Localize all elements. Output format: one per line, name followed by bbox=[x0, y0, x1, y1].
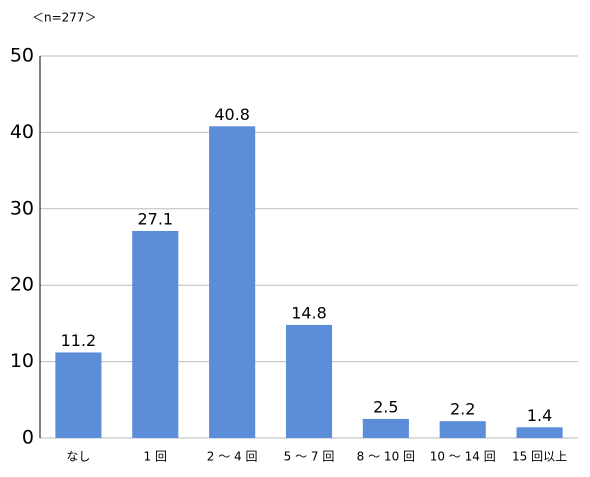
value-label: 11.2 bbox=[61, 331, 97, 350]
x-tick-label: 1 回 bbox=[144, 450, 167, 464]
x-tick-label: 5 ～ 7 回 bbox=[284, 450, 335, 464]
y-tick-label: 50 bbox=[10, 45, 34, 67]
y-tick-label: 20 bbox=[10, 274, 34, 296]
bar bbox=[285, 324, 333, 438]
y-tick-label: 30 bbox=[10, 197, 34, 219]
bar bbox=[55, 352, 102, 438]
x-tick-label: 8 ～ 10 回 bbox=[357, 450, 415, 464]
bar bbox=[132, 230, 179, 438]
bar bbox=[516, 427, 563, 438]
value-label: 1.4 bbox=[527, 406, 552, 425]
y-tick-label: 0 bbox=[22, 427, 34, 449]
y-tick-label: 10 bbox=[10, 350, 34, 372]
x-tick-label: 2 ～ 4 回 bbox=[207, 450, 258, 464]
x-tick-label: 15 回以上 bbox=[512, 450, 567, 464]
bar bbox=[209, 126, 256, 439]
value-label: 2.2 bbox=[450, 400, 475, 419]
value-label: 40.8 bbox=[214, 105, 250, 124]
value-label: 14.8 bbox=[291, 303, 327, 322]
value-label: 2.5 bbox=[373, 397, 398, 416]
bar bbox=[362, 418, 409, 438]
value-label: 27.1 bbox=[137, 209, 173, 228]
bar bbox=[439, 421, 486, 438]
y-tick-label: 40 bbox=[10, 121, 34, 143]
annotation: ＜n=277＞ bbox=[32, 11, 97, 25]
x-tick-label: 10 ～ 14 回 bbox=[430, 450, 496, 464]
x-tick-label: なし bbox=[66, 450, 90, 464]
